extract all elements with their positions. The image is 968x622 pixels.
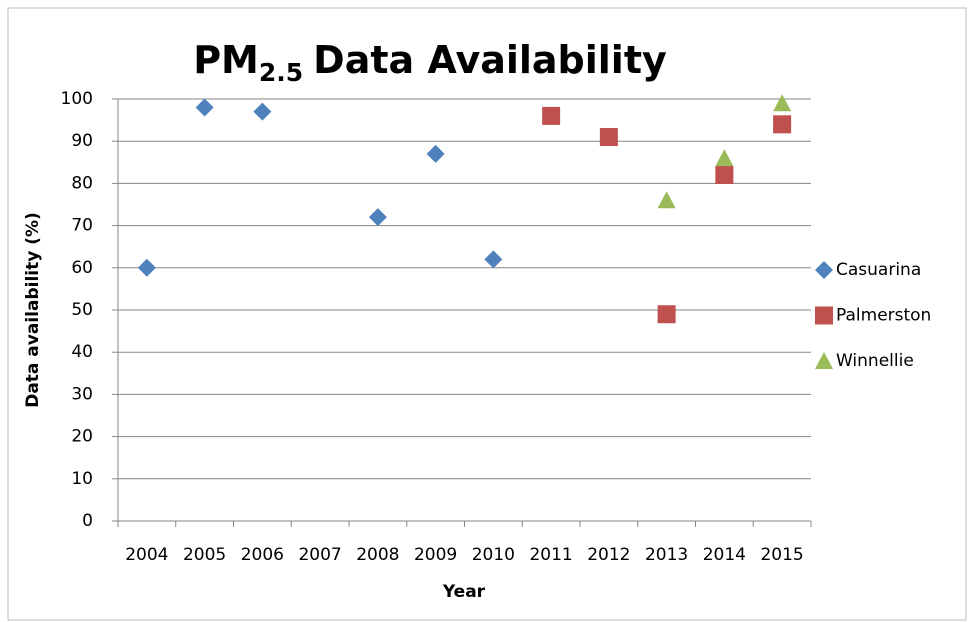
x-tick-label: 2014 [703, 545, 746, 565]
y-tick-label: 10 [71, 469, 93, 489]
point [657, 305, 676, 324]
x-tick-label: 2010 [472, 545, 515, 565]
point [599, 127, 618, 146]
legend-label: Winnellie [836, 351, 914, 371]
x-axis-label: Year [442, 582, 486, 602]
y-tick-label: 20 [71, 427, 93, 447]
y-tick-label: 50 [71, 300, 93, 320]
x-tick-label: 2008 [356, 545, 399, 565]
legend-label: Palmerston [836, 306, 931, 326]
point [657, 191, 676, 209]
chart-title: PM2.5 Data Availability [193, 38, 667, 88]
x-tick-label: 2006 [241, 545, 284, 565]
point [253, 102, 272, 121]
x-tick-label: 2005 [183, 545, 226, 565]
point [484, 250, 503, 269]
legend-marker [815, 261, 833, 279]
y-tick-label: 40 [71, 342, 93, 362]
x-tick-label: 2012 [587, 545, 630, 565]
y-tick-label: 70 [71, 216, 93, 236]
x-tick-label: 2004 [125, 545, 168, 565]
legend-marker [815, 306, 833, 325]
y-tick-label: 90 [71, 131, 93, 151]
point [195, 98, 214, 117]
y-tick-label: 60 [71, 258, 93, 278]
legend-marker [815, 352, 833, 369]
chart-frame [7, 7, 967, 621]
point [715, 165, 734, 184]
title-subscript: 2.5 [259, 58, 303, 87]
point [426, 144, 445, 163]
legend-label: Casuarina [836, 260, 921, 280]
title-rest: Data Availability [313, 38, 667, 82]
y-tick-label: 100 [61, 89, 93, 109]
point [773, 94, 792, 112]
y-tick-label: 30 [71, 384, 93, 404]
point [773, 115, 792, 134]
y-tick-label: 0 [82, 511, 93, 531]
title-main: PM [193, 38, 259, 82]
point [368, 208, 387, 227]
point [715, 149, 734, 167]
point [542, 106, 561, 125]
x-tick-label: 2011 [529, 545, 572, 565]
y-axis-label: Data availability (%) [23, 212, 43, 408]
point [137, 258, 156, 277]
y-tick-label: 80 [71, 173, 93, 193]
x-tick-label: 2013 [645, 545, 688, 565]
x-tick-label: 2009 [414, 545, 457, 565]
x-tick-label: 2007 [298, 545, 341, 565]
x-tick-label: 2015 [760, 545, 803, 565]
